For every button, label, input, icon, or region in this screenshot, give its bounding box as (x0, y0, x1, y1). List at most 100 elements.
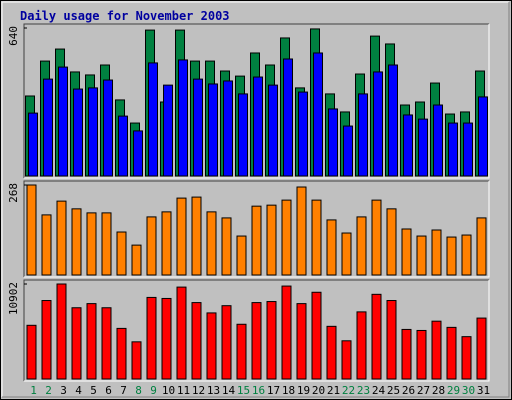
bar (236, 235, 247, 276)
bar (131, 341, 142, 380)
bar (326, 219, 337, 276)
bar (88, 87, 98, 177)
bar (86, 303, 97, 380)
bar (103, 79, 113, 177)
bar (298, 91, 308, 177)
bar (208, 83, 218, 177)
bar (356, 216, 367, 276)
x-tick-label: 17 (267, 384, 280, 397)
x-tick-label: 20 (312, 384, 325, 397)
bar (161, 297, 172, 380)
x-tick-label: 6 (105, 384, 112, 397)
bar (371, 199, 382, 276)
x-tick-label: 31 (477, 384, 490, 397)
x-tick-label: 4 (75, 384, 82, 397)
bar (461, 336, 472, 380)
bar (431, 229, 442, 276)
bar (26, 324, 37, 380)
panel-bevel (24, 24, 490, 179)
panel-bevel (24, 280, 490, 382)
x-tick-label: 5 (90, 384, 97, 397)
bar (266, 301, 277, 380)
bar (43, 78, 53, 177)
bar (266, 204, 277, 276)
y-tick-label: 10902 (7, 282, 20, 315)
x-tick-label: 21 (327, 384, 340, 397)
x-tick-label: 22 (342, 384, 355, 397)
bar (101, 212, 112, 276)
bar (86, 212, 97, 276)
bar (221, 305, 232, 380)
bar (178, 59, 188, 177)
bar (131, 244, 142, 276)
bar (358, 93, 368, 177)
x-tick-label: 24 (372, 384, 386, 397)
x-tick-label: 27 (417, 384, 430, 397)
bar (223, 80, 233, 177)
x-tick-label: 28 (432, 384, 445, 397)
bar (253, 76, 263, 177)
bar (311, 199, 322, 276)
bar (431, 320, 442, 380)
x-tick-label: 23 (357, 384, 370, 397)
bar (176, 286, 187, 380)
x-tick-label: 3 (60, 384, 67, 397)
panel-bevel (23, 23, 489, 178)
bar (341, 232, 352, 276)
bar (341, 340, 352, 380)
x-tick-label: 12 (192, 384, 205, 397)
x-tick-label: 26 (402, 384, 415, 397)
bar (71, 307, 82, 380)
bar (71, 208, 82, 276)
x-tick-label: 15 (237, 384, 250, 397)
bar (163, 84, 173, 177)
x-tick-label: 2 (45, 384, 52, 397)
x-tick-label: 16 (252, 384, 265, 397)
bar (251, 302, 262, 380)
bar (416, 329, 427, 380)
bar (206, 312, 217, 380)
bar (328, 108, 338, 177)
bar (146, 296, 157, 380)
bar (373, 71, 383, 177)
bar (371, 293, 382, 380)
bar (326, 325, 337, 380)
x-tick-label: 1 (30, 384, 37, 397)
bar (41, 300, 52, 380)
bar (418, 118, 428, 177)
x-tick-label: 14 (222, 384, 236, 397)
bar (403, 114, 413, 177)
bar (56, 283, 67, 380)
bar (26, 184, 37, 276)
x-tick-label: 13 (207, 384, 220, 397)
bar (401, 228, 412, 276)
bar (296, 303, 307, 380)
y-tick-label: 640 (7, 26, 20, 46)
y-tick-label: 268 (7, 183, 20, 203)
bar (191, 302, 202, 380)
bar (28, 112, 38, 177)
bar (313, 52, 323, 177)
bar (386, 300, 397, 380)
panel-bevel (23, 279, 489, 381)
bar (401, 328, 412, 380)
bar (433, 104, 443, 177)
bar (221, 217, 232, 276)
x-tick-label: 10 (162, 384, 175, 397)
x-tick-label: 18 (282, 384, 295, 397)
bar (283, 58, 293, 177)
chart-title: Daily usage for November 2003 (20, 9, 230, 23)
panel-bevel (24, 181, 490, 278)
bar (191, 196, 202, 276)
bar (446, 236, 457, 276)
bar (193, 78, 203, 177)
x-tick-label: 11 (177, 384, 190, 397)
x-tick-label: 7 (120, 384, 127, 397)
bar (311, 291, 322, 380)
x-tick-label: 25 (387, 384, 400, 397)
bar (281, 199, 292, 276)
bar (116, 231, 127, 276)
x-tick-label: 9 (150, 384, 157, 397)
